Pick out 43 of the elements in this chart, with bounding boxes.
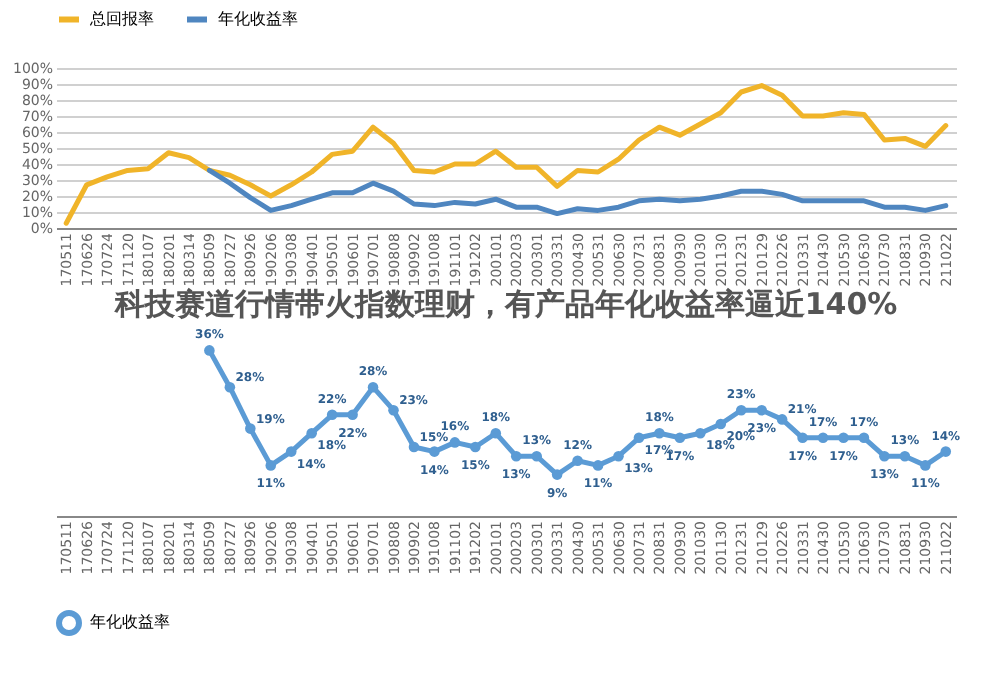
point — [388, 404, 399, 416]
point — [592, 460, 604, 471]
point — [204, 345, 215, 356]
point — [899, 450, 911, 462]
point — [224, 381, 236, 393]
point — [306, 427, 317, 439]
point — [695, 427, 706, 439]
point — [920, 460, 931, 471]
point — [285, 446, 297, 457]
point — [572, 455, 583, 467]
point — [756, 404, 767, 416]
point — [326, 409, 338, 421]
point — [245, 423, 256, 434]
point — [551, 469, 563, 480]
point — [633, 432, 645, 444]
point — [490, 427, 502, 439]
point — [674, 432, 686, 444]
point — [817, 432, 829, 444]
point — [470, 441, 481, 453]
point — [940, 446, 952, 457]
point — [735, 404, 747, 416]
chart-title: 科技赛道行情带火指数理财，有产品年化收益率逼近140% — [112, 286, 898, 323]
line-series — [206, 167, 949, 217]
point — [408, 441, 420, 453]
point — [429, 446, 440, 457]
legend-label: 总回报率 — [88, 9, 154, 28]
point — [838, 432, 849, 444]
point — [613, 450, 624, 462]
point — [510, 450, 522, 462]
point — [858, 432, 870, 444]
point — [449, 437, 461, 448]
point — [776, 414, 788, 425]
point — [367, 381, 379, 393]
legend-label: 年化收益率 — [218, 9, 298, 28]
point — [347, 409, 358, 421]
legend-label: 年化收益率 — [90, 613, 170, 631]
point — [715, 418, 727, 430]
point — [265, 460, 277, 471]
point — [797, 432, 808, 444]
line-series — [63, 83, 949, 226]
point — [531, 450, 542, 462]
point — [654, 427, 665, 439]
point — [879, 450, 890, 462]
